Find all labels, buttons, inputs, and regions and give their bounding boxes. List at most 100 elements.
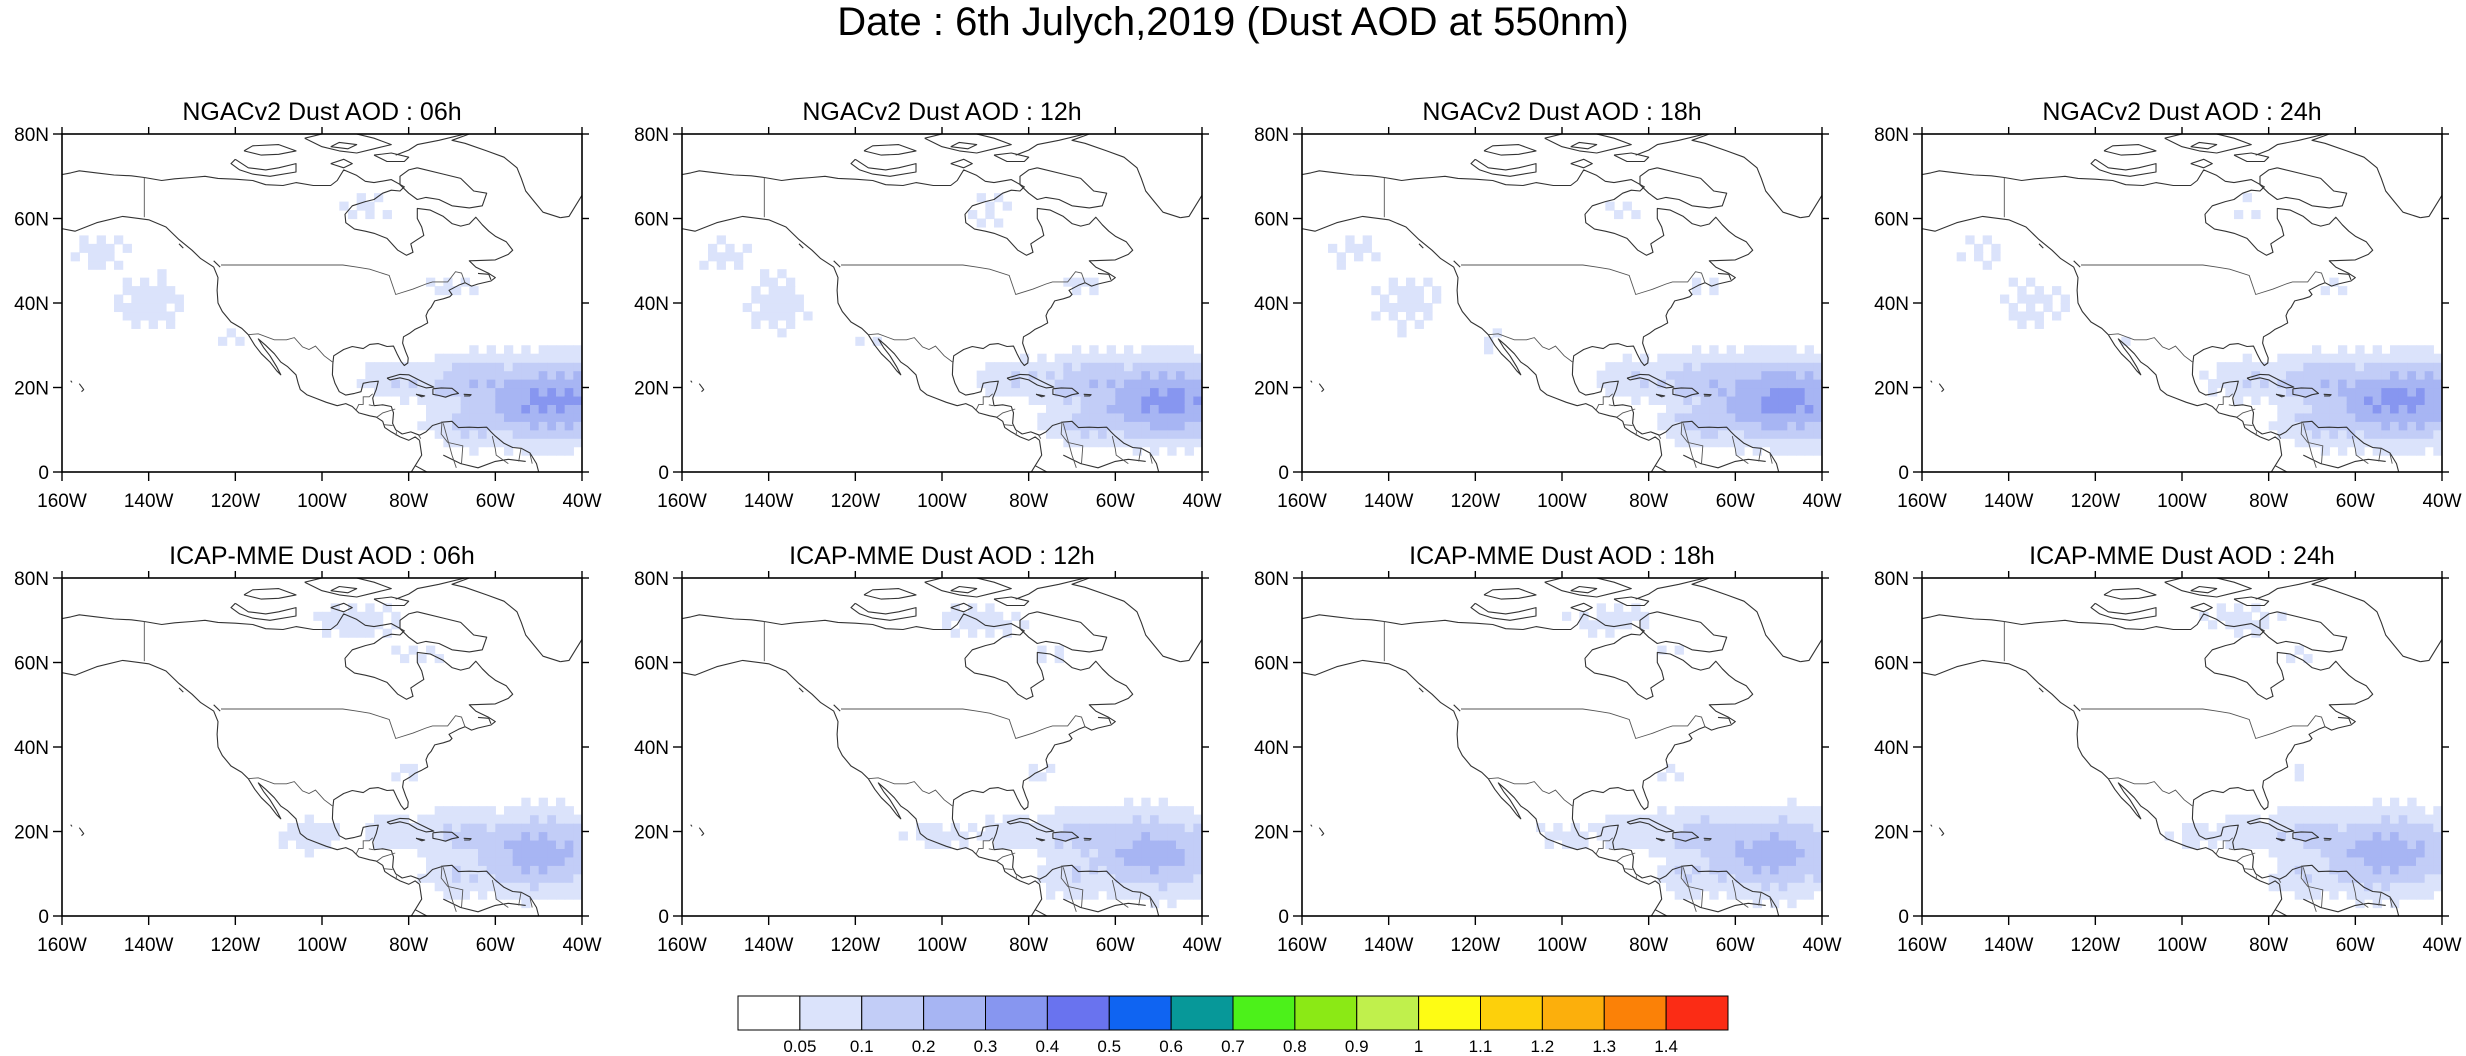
aod-cell <box>2312 395 2322 405</box>
aod-cell <box>2268 823 2278 833</box>
aod-cell <box>382 362 392 372</box>
aod-cell <box>2355 353 2365 363</box>
coastline <box>2038 687 2044 693</box>
aod-cell <box>564 839 574 849</box>
aod-cell <box>1150 856 1160 866</box>
coastline <box>1639 167 1728 209</box>
aod-cell <box>1098 865 1108 875</box>
aod-cell <box>1124 345 1134 355</box>
aod-cell <box>2251 831 2261 841</box>
aod-cell <box>2390 379 2400 389</box>
colorbar-label: 1 <box>1414 1037 1423 1056</box>
country-border <box>2243 868 2253 870</box>
aod-cell <box>538 353 548 363</box>
aod-cell <box>1115 882 1125 892</box>
aod-cell <box>1648 370 1658 380</box>
aod-cell <box>88 260 98 270</box>
aod-cell <box>2372 890 2382 900</box>
lon-tick-label: 60W <box>1096 491 1135 512</box>
aod-cell <box>1813 429 1822 439</box>
aod-cell <box>2433 446 2442 456</box>
aod-cell <box>1037 412 1047 422</box>
aod-cell <box>556 839 566 849</box>
aod-cell <box>1141 345 1151 355</box>
aod-cell <box>1796 890 1806 900</box>
aod-cell <box>1804 806 1814 816</box>
aod-cell <box>1141 429 1151 439</box>
aod-cell <box>1124 353 1134 363</box>
aod-cell <box>1132 814 1142 824</box>
aod-cell <box>1709 839 1719 849</box>
lon-tick-label: 100W <box>1537 491 1587 512</box>
aod-cell <box>486 345 496 355</box>
aod-cell <box>1692 856 1702 866</box>
aod-cell <box>2416 446 2426 456</box>
aod-cell <box>2346 370 2356 380</box>
aod-cell <box>1176 429 1186 439</box>
aod-cell <box>1167 412 1177 422</box>
aod-cell <box>356 201 366 211</box>
aod-cell <box>1176 370 1186 380</box>
aod-cell <box>1674 438 1684 448</box>
aod-cell <box>1770 848 1780 858</box>
aod-cell <box>1718 379 1728 389</box>
aod-cell <box>2329 395 2339 405</box>
aod-cell <box>1770 446 1780 456</box>
country-border <box>518 892 522 906</box>
coastline <box>1691 578 1801 663</box>
aod-cell <box>96 235 106 245</box>
country-border <box>355 393 373 411</box>
aod-cell <box>547 395 557 405</box>
aod-cell <box>2329 370 2339 380</box>
aod-cell <box>2338 873 2348 883</box>
aod-cell <box>538 890 548 900</box>
coastline <box>1006 817 1055 833</box>
colorbar-bin <box>985 995 1048 1031</box>
aod-cell <box>2277 611 2287 621</box>
aod-cell <box>1054 873 1064 883</box>
aod-cell <box>1184 814 1194 824</box>
aod-cell <box>486 395 496 405</box>
aod-cell <box>2416 848 2426 858</box>
aod-cell <box>1176 345 1186 355</box>
aod-cell <box>1115 890 1125 900</box>
aod-cell <box>1028 387 1038 397</box>
aod-cell <box>1132 421 1142 431</box>
aod-cell <box>2355 412 2365 422</box>
aod-cell <box>2433 882 2442 892</box>
aod-cell <box>2355 438 2365 448</box>
aod-cell <box>2355 882 2365 892</box>
aod-cell <box>408 362 418 372</box>
aod-cell <box>443 429 453 439</box>
aod-cell <box>391 772 401 782</box>
coastline <box>1453 260 1461 268</box>
aod-cell <box>2320 429 2330 439</box>
aod-cell <box>2034 311 2044 321</box>
aod-cell <box>1063 429 1073 439</box>
coastline <box>863 144 917 156</box>
aod-cell <box>1657 370 1667 380</box>
aod-cell <box>1124 362 1134 372</box>
aod-cell <box>382 387 392 397</box>
aod-cell <box>2320 395 2330 405</box>
aod-cell <box>2216 823 2226 833</box>
aod-cell <box>521 823 531 833</box>
aod-cell <box>530 446 540 456</box>
aod-cell <box>2398 362 2408 372</box>
aod-cell <box>1813 831 1822 841</box>
aod-cell <box>365 370 375 380</box>
colorbar-bin <box>1418 995 1481 1031</box>
aod-cell <box>356 611 366 621</box>
aod-cell <box>1063 362 1073 372</box>
lon-tick-label: 160W <box>1897 935 1947 956</box>
aod-cell <box>2251 379 2261 389</box>
aod-cell <box>365 628 375 638</box>
aod-cell <box>1726 882 1736 892</box>
aod-cell <box>486 362 496 372</box>
aod-cell <box>1106 890 1116 900</box>
aod-cell <box>2286 387 2296 397</box>
aod-cell <box>2312 873 2322 883</box>
coastline <box>1938 827 1945 837</box>
aod-cell <box>1744 882 1754 892</box>
aod-cell <box>1735 806 1745 816</box>
